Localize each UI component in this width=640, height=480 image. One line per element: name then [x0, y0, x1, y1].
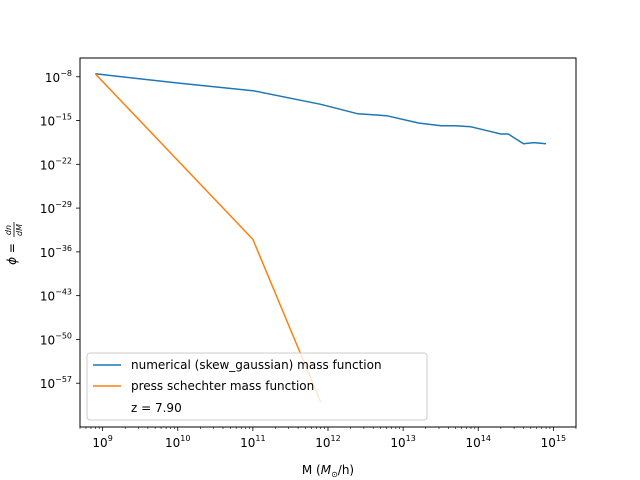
x-tick-label: 1011: [240, 434, 265, 450]
legend: numerical (skew_gaussian) mass function …: [86, 352, 428, 421]
legend-box: [86, 352, 428, 421]
y-tick-label: 10−8: [45, 69, 72, 85]
series-line-1: [94, 73, 322, 403]
y-axis-label: ϕ = dn dM: [4, 222, 24, 265]
x-axis-ticks: 109 1010 1011 1012 1013 1014 1015: [79, 427, 577, 450]
x-tick-label: 1014: [466, 434, 491, 450]
y-tick-label: 10−15: [40, 113, 72, 129]
y-tick-label: 10−50: [40, 331, 72, 347]
x-tick-label: 109: [92, 434, 112, 450]
x-tick-label: 1013: [390, 434, 415, 450]
svg-text:ϕ =: ϕ =: [5, 243, 19, 265]
y-axis-ticks: 10−8 10−15 10−22 10−29 10−36 10−43 10−50 10−57: [40, 69, 80, 391]
svg-text:dM: dM: [15, 224, 24, 236]
legend-redshift-note: z = 7.90: [131, 401, 182, 415]
y-tick-label: 10−57: [40, 375, 72, 391]
legend-label-press-schechter: press schechter mass function: [131, 379, 314, 393]
y-tick-label: 10−43: [40, 288, 72, 304]
x-tick-label: 1012: [315, 434, 340, 450]
y-tick-label: 10−36: [40, 244, 72, 260]
legend-label-numerical: numerical (skew_gaussian) mass function: [131, 358, 382, 372]
y-tick-label: 10−29: [40, 200, 72, 216]
x-tick-label: 1010: [165, 434, 190, 450]
svg-text:dn: dn: [4, 225, 13, 235]
y-tick-label: 10−22: [40, 156, 72, 172]
x-axis-label: M (M⊙/h): [302, 463, 354, 479]
x-tick-label: 1015: [541, 434, 566, 450]
series-layer: [94, 73, 547, 403]
series-line-0: [95, 73, 547, 145]
